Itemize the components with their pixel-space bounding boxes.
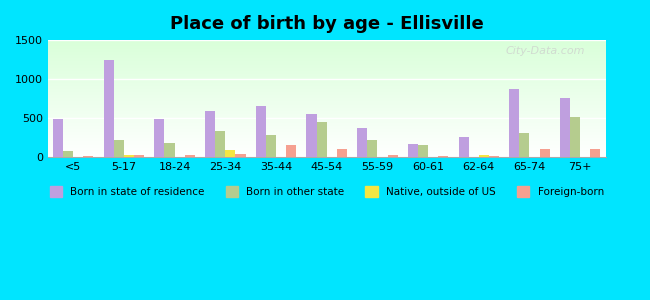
Bar [114, 140, 124, 157]
Bar [134, 155, 144, 157]
Bar [103, 60, 114, 157]
Bar [154, 119, 164, 157]
Bar [540, 149, 550, 157]
Bar [509, 88, 519, 157]
Bar [255, 106, 266, 157]
Bar [479, 155, 489, 157]
Bar [570, 117, 580, 157]
Bar [357, 128, 367, 157]
Bar [438, 156, 448, 157]
Bar [215, 131, 226, 157]
Bar [590, 149, 601, 157]
Bar [235, 154, 246, 157]
Bar [458, 137, 469, 157]
Bar [185, 155, 195, 157]
Bar [306, 114, 317, 157]
Bar [387, 155, 398, 157]
Bar [63, 151, 73, 157]
Title: Place of birth by age - Ellisville: Place of birth by age - Ellisville [170, 15, 484, 33]
Bar [266, 135, 276, 157]
Bar [317, 122, 327, 157]
Bar [560, 98, 570, 157]
Bar [367, 140, 378, 157]
Bar [519, 134, 530, 157]
Bar [226, 150, 235, 157]
Bar [408, 143, 418, 157]
Bar [286, 145, 296, 157]
Bar [489, 156, 499, 157]
Legend: Born in state of residence, Born in other state, Native, outside of US, Foreign-: Born in state of residence, Born in othe… [46, 182, 608, 201]
Bar [83, 156, 94, 157]
Bar [124, 155, 134, 157]
Bar [53, 119, 63, 157]
Bar [337, 149, 347, 157]
Bar [418, 146, 428, 157]
Bar [205, 111, 215, 157]
Bar [164, 143, 175, 157]
Text: City-Data.com: City-Data.com [505, 46, 584, 56]
